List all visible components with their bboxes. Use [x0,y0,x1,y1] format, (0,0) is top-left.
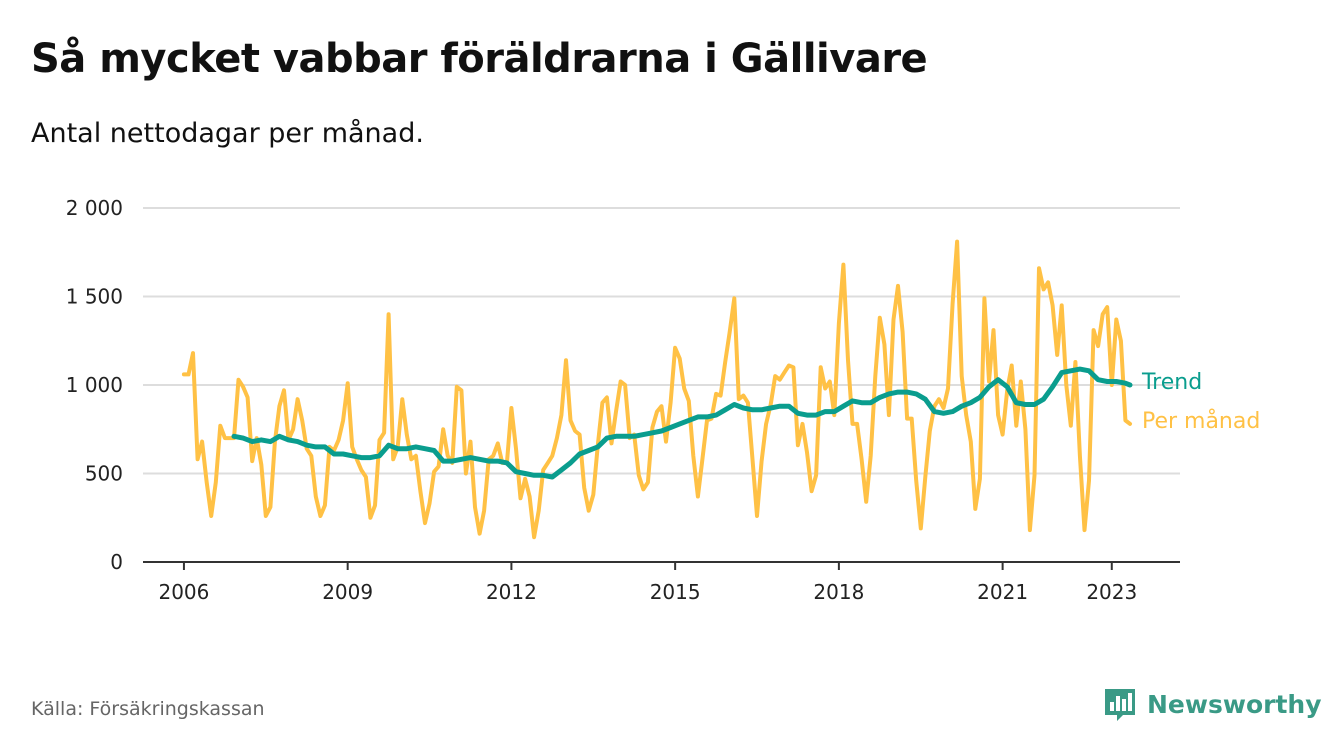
y-tick-label: 1 000 [66,373,123,397]
y-tick-label: 1 500 [66,285,123,309]
y-axis-ticks: 0 500 1 000 1 500 2 000 [66,196,123,574]
source-note: Källa: Försäkringskassan [31,698,265,720]
x-tick-label: 2009 [322,580,373,604]
series-label: Per månad [1142,408,1260,434]
y-tick-label: 2 000 [66,196,123,220]
x-tick-label: 2006 [158,580,209,604]
brand-name: Newsworthy [1147,689,1322,719]
series-line-per-månad [181,239,1132,540]
series-line-trend [231,366,1133,480]
x-tick-label: 2015 [650,580,701,604]
x-tick-label: 2012 [486,580,537,604]
brand-logo[interactable]: Newsworthy [1103,684,1322,724]
series-label: Trend [1141,370,1202,395]
x-tick-label: 2021 [977,580,1028,604]
y-tick-label: 0 [110,550,123,574]
legend: Per månad Trend [1141,370,1260,434]
chart-title: Så mycket vabbar föräldrarna i Gällivare [31,36,928,82]
y-tick-label: 500 [85,462,123,486]
x-tick-label: 2018 [813,580,864,604]
series-lines [181,239,1133,540]
x-axis: 2006 2009 2012 2015 2018 2021 2023 [143,561,1180,604]
newsworthy-logo-icon [1105,689,1135,721]
chart-subtitle: Antal nettodagar per månad. [31,118,424,149]
x-tick-label: 2023 [1086,580,1137,604]
